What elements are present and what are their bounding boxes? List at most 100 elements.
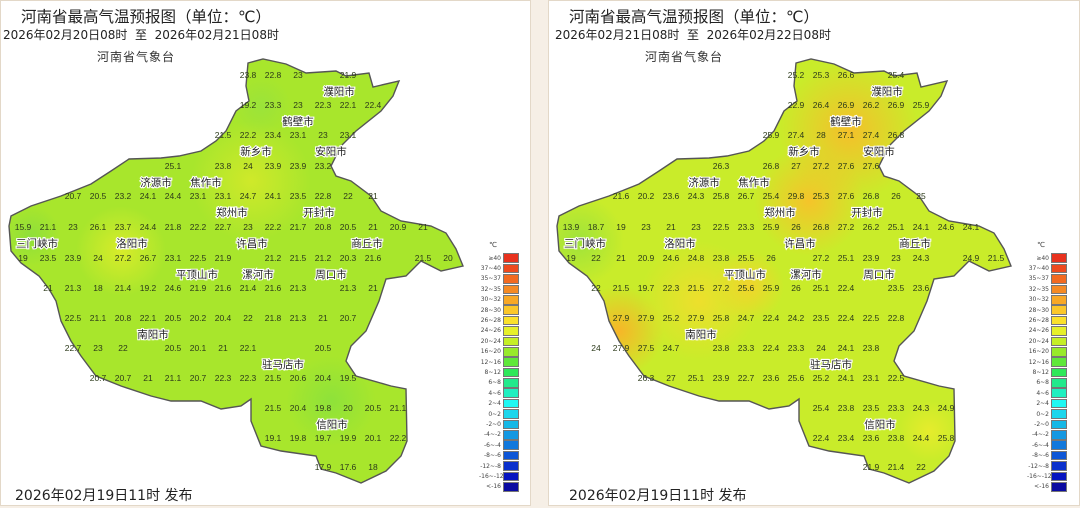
station-temperature-value: 21.1: [390, 403, 407, 413]
station-temperature-value: 20.1: [190, 343, 207, 353]
station-temperature-value: 26: [891, 191, 901, 201]
station-temperature-value: 25.4: [888, 70, 905, 80]
legend-entry: <-16: [479, 481, 519, 492]
station-temperature-value: 21.8: [165, 222, 182, 232]
legend-label: -4~-2: [1032, 431, 1049, 439]
station-temperature-value: 24.4: [165, 191, 182, 201]
station-temperature-value: 20.9: [638, 253, 655, 263]
station-temperature-value: 21.9: [190, 283, 207, 293]
station-temperature-value: 27.6: [838, 161, 855, 171]
station-temperature-value: 21.9: [340, 70, 357, 80]
legend-label: 30~32: [480, 296, 501, 304]
legend-swatch: [503, 398, 519, 409]
station-temperature-value: 25.9: [763, 222, 780, 232]
legend-entry: ≥40: [1027, 253, 1067, 263]
legend-label: 8~12: [484, 368, 501, 376]
station-temperature-value: 19.7: [638, 283, 655, 293]
station-temperature-value: 21.5: [265, 373, 282, 383]
station-temperature-value: 27.5: [638, 343, 655, 353]
forecast-date-range: 2026年02月20日08时 至 2026年02月21日08时: [3, 28, 279, 42]
station-temperature-value: 25.9: [763, 283, 780, 293]
map-title: 河南省最高气温预报图（单位：℃）: [569, 8, 819, 26]
station-temperature-value: 21: [368, 191, 378, 201]
city-label: 新乡市: [788, 145, 820, 158]
station-temperature-value: 23: [293, 70, 303, 80]
legend-swatch: [503, 294, 519, 305]
station-temperature-value: 24.1: [838, 373, 855, 383]
legend-swatch: [503, 253, 519, 263]
station-temperature-value: 21.2: [265, 253, 282, 263]
legend-entry: 37~40: [1027, 263, 1067, 274]
city-label: 开封市: [303, 206, 335, 219]
station-temperature-value: 19.8: [315, 403, 332, 413]
station-temperature-value: 19: [616, 222, 626, 232]
legend-entry: 35~37: [1027, 274, 1067, 284]
city-label: 鹤壁市: [282, 115, 314, 128]
legend-label: 0~2: [1036, 410, 1049, 418]
legend-swatch: [1051, 409, 1067, 419]
legend-entry: 30~32: [479, 294, 519, 305]
station-temperature-value: 27.2: [713, 283, 730, 293]
station-temperature-value: 17.6: [340, 462, 357, 472]
legend-entry: ≥40: [479, 253, 519, 263]
legend-label: -2~0: [486, 420, 501, 428]
station-temperature-value: 22.1: [240, 343, 257, 353]
station-temperature-value: 23.1: [290, 130, 307, 140]
station-temperature-value: 27.9: [613, 343, 630, 353]
station-temperature-value: 25.3: [813, 191, 830, 201]
station-temperature-value: 25.9: [763, 130, 780, 140]
station-temperature-value: 20.2: [190, 313, 207, 323]
legend-swatch: [503, 461, 519, 471]
city-label: 许昌市: [236, 237, 268, 250]
legend-swatch: [503, 357, 519, 367]
legend-entry: 24~26: [479, 326, 519, 336]
legend-swatch: [1051, 336, 1067, 347]
station-temperature-value: 19.8: [290, 433, 307, 443]
station-temperature-value: 26.3: [713, 161, 730, 171]
station-temperature-value: 22.4: [838, 313, 855, 323]
legend-label: -12~-8: [480, 462, 501, 470]
station-temperature-value: 23.3: [738, 343, 755, 353]
station-temperature-value: 25.8: [713, 191, 730, 201]
city-label: 驻马店市: [262, 358, 304, 371]
station-temperature-value: 26.8: [763, 161, 780, 171]
legend-swatch: [503, 367, 519, 378]
station-temperature-value: 20: [443, 253, 453, 263]
legend-entry: -6~-4: [1027, 440, 1067, 451]
station-temperature-value: 23: [641, 222, 651, 232]
legend-entry: 28~30: [1027, 305, 1067, 315]
station-temperature-value: 26.8: [813, 222, 830, 232]
legend-entry: 4~6: [479, 388, 519, 399]
station-temperature-value: 23.3: [738, 222, 755, 232]
station-temperature-value: 22.5: [888, 373, 905, 383]
station-temperature-value: 21: [368, 222, 378, 232]
legend-entry: 32~35: [1027, 284, 1067, 295]
city-label: 洛阳市: [664, 237, 696, 250]
station-temperature-value: 24.3: [688, 191, 705, 201]
city-label: 洛阳市: [116, 237, 148, 250]
legend-entry: 35~37: [479, 274, 519, 284]
station-temperature-value: 24.6: [663, 253, 680, 263]
city-label: 南阳市: [137, 328, 169, 341]
station-temperature-value: 22.2: [190, 222, 207, 232]
legend-label: 0~2: [488, 410, 501, 418]
temperature-legend: ℃ ≥40 37~40 35~37 32~35 30~32 28~30 26~28 24~26 2…: [1027, 241, 1067, 492]
station-temperature-value: 23.2: [315, 161, 332, 171]
legend-entry: 32~35: [479, 284, 519, 295]
station-temperature-value: 23.6: [863, 433, 880, 443]
station-temperature-value: 25.2: [788, 70, 805, 80]
station-temperature-value: 22.1: [140, 313, 157, 323]
station-temperature-value: 27.9: [638, 313, 655, 323]
legend-unit: ℃: [1037, 241, 1045, 249]
legend-swatch: [1051, 294, 1067, 305]
station-temperature-value: 26.7: [140, 253, 157, 263]
legend-swatch: [503, 274, 519, 284]
map-title: 河南省最高气温预报图（单位：℃）: [21, 8, 271, 26]
station-temperature-value: 18: [368, 462, 378, 472]
station-temperature-value: 21.5: [688, 283, 705, 293]
station-temperature-value: 24.4: [140, 222, 157, 232]
legend-swatch: [503, 409, 519, 419]
city-label: 平顶山市: [176, 268, 218, 281]
station-temperature-value: 20.5: [90, 191, 107, 201]
station-temperature-value: 20.8: [115, 313, 132, 323]
